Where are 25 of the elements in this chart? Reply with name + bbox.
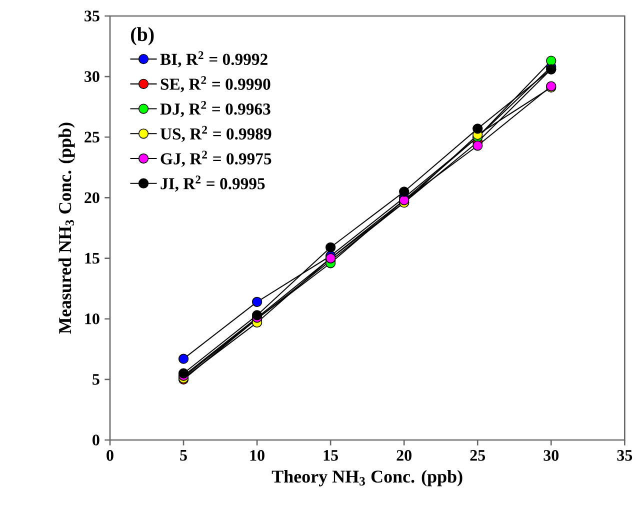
y-tick-label: 35 bbox=[84, 10, 100, 22]
y-tick-label: 10 bbox=[85, 313, 100, 324]
legend-label: GJ, R$^{2}$ = 0.9975 bbox=[160, 150, 272, 167]
legend-label: US, R$^{2}$ = 0.9989 bbox=[160, 126, 272, 142]
y-tick-label: 15 bbox=[85, 252, 100, 264]
x-tick-label: 0 bbox=[106, 450, 114, 461]
y-axis-title: Measured NH$_{3}$ Conc. (ppb) bbox=[58, 122, 75, 334]
y-tick-label: 30 bbox=[84, 71, 100, 82]
legend-label: DJ, R$^{2}$ = 0.9963 bbox=[160, 101, 270, 118]
legend-label: BI, R$^{2}$ = 0.9992 bbox=[160, 51, 268, 68]
x-tick-label: 35 bbox=[617, 450, 632, 461]
y-tick-label: 5 bbox=[92, 374, 100, 385]
x-tick-label: 5 bbox=[180, 450, 187, 461]
x-axis-title: Theory NH$_{3}$ Conc. (ppb) bbox=[272, 470, 462, 486]
legend-label: SE, R$^{2}$ = 0.9990 bbox=[160, 76, 270, 92]
x-tick-label: 10 bbox=[250, 450, 264, 461]
y-tick-label: 25 bbox=[84, 132, 100, 143]
annotation: (b) bbox=[131, 27, 154, 46]
x-tick-label: 20 bbox=[396, 450, 412, 461]
legend-label: JI, R$^{2}$ = 0.9995 bbox=[160, 176, 265, 192]
y-tick-label: 0 bbox=[92, 434, 100, 446]
x-tick-label: 15 bbox=[324, 450, 338, 461]
x-tick-label: 25 bbox=[470, 450, 486, 461]
x-tick-label: 30 bbox=[544, 450, 559, 461]
y-tick-label: 20 bbox=[84, 192, 100, 204]
